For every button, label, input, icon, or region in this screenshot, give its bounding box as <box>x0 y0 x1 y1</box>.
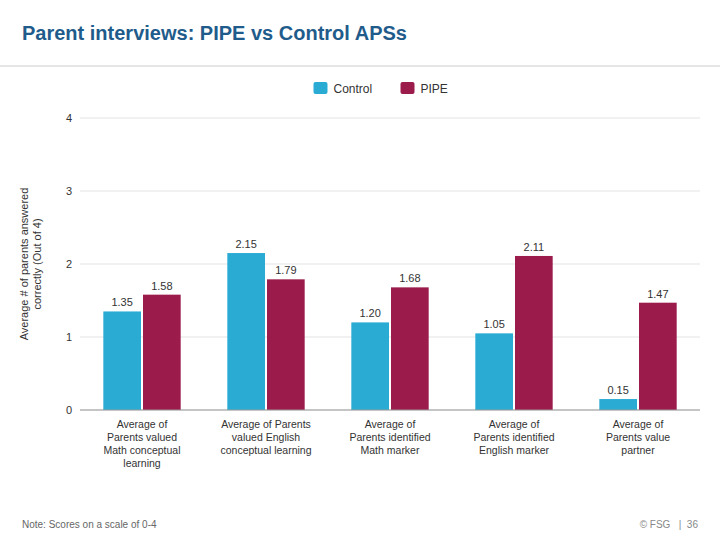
bar <box>639 303 677 410</box>
data-label: 1.68 <box>399 272 420 284</box>
bar <box>515 256 553 410</box>
y-tick-label: 0 <box>66 404 72 416</box>
bar <box>391 287 429 410</box>
legend-item: Control <box>314 82 373 96</box>
data-label: 1.58 <box>151 280 172 292</box>
grid-line <box>80 118 700 119</box>
data-label: 2.11 <box>524 241 545 253</box>
data-label: 2.15 <box>235 238 256 250</box>
bar <box>267 279 305 410</box>
bar <box>103 311 141 410</box>
bar <box>351 322 389 410</box>
x-tick-label: Average of Parentsvalued Englishconceptu… <box>220 418 311 456</box>
data-label: 1.79 <box>275 264 296 276</box>
x-tick-label: Average ofParents identifiedEnglish mark… <box>473 418 554 456</box>
x-tick-label: Average ofParents valuepartner <box>606 418 670 456</box>
note: Note: Scores on a scale of 0-4 <box>22 519 157 530</box>
x-tick-label: Average ofParents identifiedMath marker <box>349 418 430 456</box>
x-axis-line <box>80 410 700 411</box>
y-tick-label: 2 <box>66 258 72 270</box>
data-label: 1.20 <box>359 307 380 319</box>
chart: Parent interviews: PIPE vs Control APSs C… <box>0 0 720 540</box>
data-label: 1.05 <box>483 318 504 330</box>
footer: © FSG | 36 <box>640 519 699 530</box>
grid-line <box>80 264 700 265</box>
legend-label: PIPE <box>421 82 448 96</box>
data-label: 1.47 <box>647 288 668 300</box>
grid <box>80 118 700 410</box>
legend-label: Control <box>334 82 373 96</box>
legend: Control PIPE <box>314 82 448 96</box>
grid-line <box>80 410 700 411</box>
bar <box>475 333 513 410</box>
bar <box>227 253 265 410</box>
title: Parent interviews: PIPE vs Control APSs <box>22 22 407 44</box>
x-tick-label: Average ofParents valuedMath conceptuall… <box>103 418 180 469</box>
bar <box>143 295 181 410</box>
bars <box>103 253 676 410</box>
y-tick-label: 1 <box>66 331 72 343</box>
legend-swatch <box>401 82 415 94</box>
y-tick-label: 4 <box>66 112 72 124</box>
separator <box>0 66 720 67</box>
data-label: 1.35 <box>111 296 132 308</box>
legend-swatch <box>314 82 328 94</box>
data-label: 0.15 <box>607 384 628 396</box>
data-labels: 1.35 2.15 1.20 1.05 0.15 1.58 1.79 1.68 2.11 1.47 <box>111 238 668 396</box>
bar <box>599 399 637 410</box>
y-tick-label: 3 <box>66 185 72 197</box>
legend-item: PIPE <box>401 82 448 96</box>
y-axis-label: Average # of parents answeredcorrectly (… <box>18 188 43 341</box>
grid-line <box>80 191 700 192</box>
